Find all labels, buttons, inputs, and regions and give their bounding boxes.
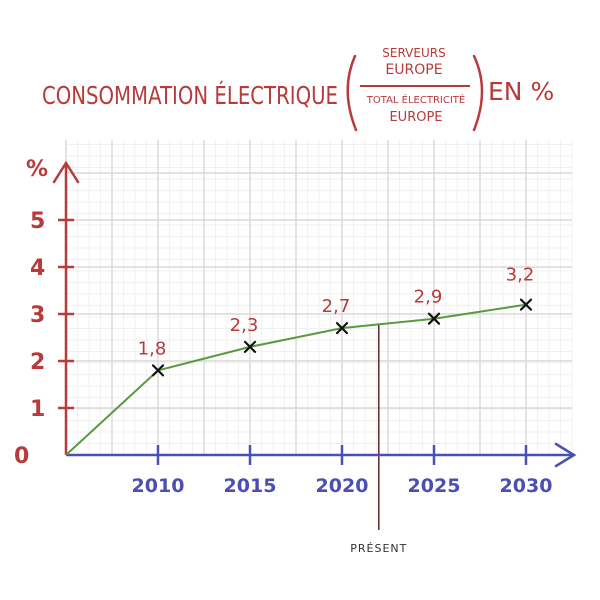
y-ticks: 01 2 3 4 5: [14, 209, 74, 469]
title-suffix: EN %: [488, 77, 554, 106]
y-tick-label: 2: [30, 350, 45, 375]
x-tick-label: 2030: [500, 475, 553, 497]
y-axis-arrow: [52, 160, 80, 184]
y-tick-label: 4: [30, 256, 45, 281]
y-axis: % 01 2 3 4 5: [14, 157, 80, 469]
x-axis: 2010 2015 2020 2025 2030: [66, 442, 577, 497]
x-tick-label: 2025: [408, 475, 461, 497]
right-parenthesis: [472, 54, 484, 132]
title-prefix: CONSOMMATION ÉLECTRIQUE: [42, 81, 338, 110]
y-tick-label: 0: [14, 444, 29, 469]
fraction-bottom-1: TOTAL ÉLECTRICITÉ: [366, 93, 465, 106]
data-point-marker: [243, 340, 257, 353]
data-labels: 1,8 2,3 2,7 2,9 3,2: [138, 265, 535, 360]
data-label: 2,3: [230, 315, 259, 336]
data-label: 3,2: [506, 265, 535, 286]
data-label: 2,7: [322, 296, 351, 317]
x-tick-label: 2015: [224, 475, 277, 497]
y-axis-label: %: [26, 157, 48, 182]
present-label: PRÉSENT: [350, 542, 407, 555]
present-marker: PRÉSENT: [350, 323, 407, 555]
x-ticks: 2010 2015 2020 2025 2030: [132, 445, 553, 497]
grid: [65, 140, 573, 456]
data-markers: [151, 298, 533, 377]
y-tick-label: 1: [30, 397, 45, 422]
data-point-marker: [519, 298, 533, 311]
left-parenthesis: [346, 54, 358, 132]
data-label: 2,9: [414, 287, 443, 308]
data-point-marker: [335, 322, 349, 335]
fraction-bottom-2: EUROPE: [389, 110, 442, 125]
data-point-marker: [427, 312, 441, 325]
y-tick-label: 3: [30, 303, 45, 328]
x-tick-label: 2020: [316, 475, 369, 497]
x-axis-arrow: [554, 442, 577, 468]
fraction-top-1: SERVEURS: [382, 46, 445, 60]
data-label: 1,8: [138, 338, 167, 359]
data-point-marker: [151, 364, 165, 377]
fraction-top-2: EUROPE: [385, 62, 442, 78]
series-line: [65, 303, 527, 456]
x-tick-label: 2010: [132, 475, 185, 497]
chart-title: CONSOMMATION ÉLECTRIQUE SERVEURS EUROPE …: [42, 46, 554, 132]
y-tick-label: 5: [30, 209, 45, 234]
